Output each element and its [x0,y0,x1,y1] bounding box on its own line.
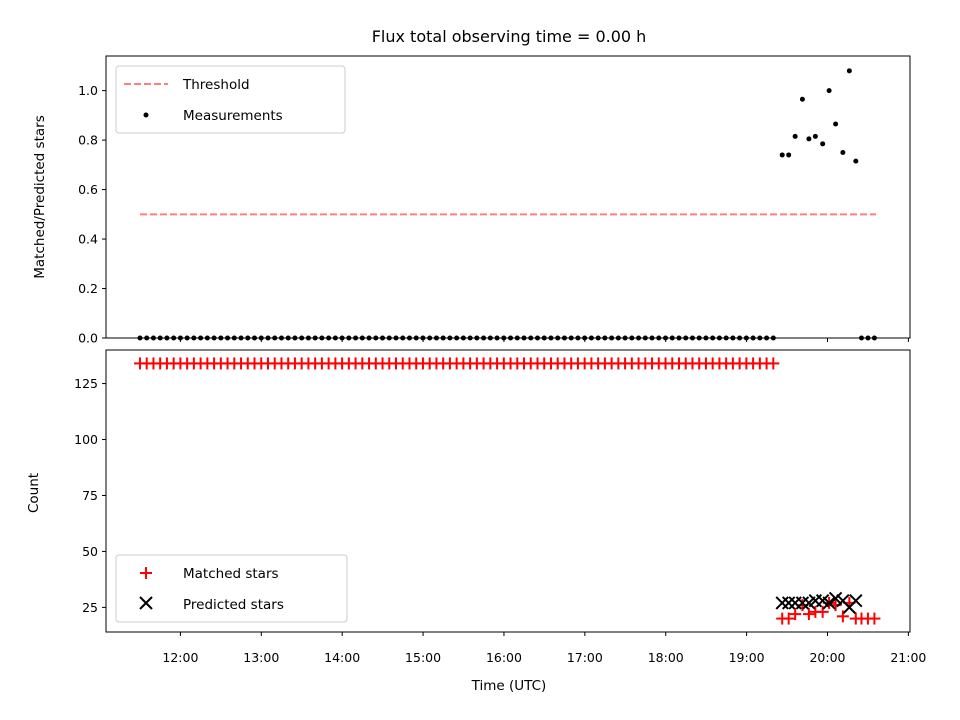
bottom-x-tick-label: 18:00 [648,650,684,665]
matched-star-marker [816,605,829,618]
matched-legend-swatch [140,567,152,579]
threshold-legend-label: Threshold [182,77,250,93]
measurements-legend-swatch [143,112,149,118]
bottom-x-tick-label: 15:00 [405,650,441,665]
bottom-x-tick-label: 17:00 [567,650,603,665]
bottom-x-tick-label: 13:00 [243,650,279,665]
measurements-legend-label: Measurements [183,108,283,124]
bottom-y-tick-label: 25 [82,600,98,615]
matched-star-marker [789,608,802,621]
measurement-point [799,96,805,102]
bottom-x-tick-label: 20:00 [809,650,845,665]
top-y-tick-label: 0.6 [78,182,98,197]
measurement-point [846,68,852,74]
top-y-tick-label: 0.4 [78,232,98,247]
bottom-plot-frame [105,349,911,633]
bottom-x-tick-label: 19:00 [729,650,765,665]
bottom-x-tick-label: 21:00 [890,650,926,665]
matched-star-marker [782,612,795,625]
predicted-star-marker [781,596,796,610]
top-y-tick-label: 1.0 [78,83,98,98]
predicted-star-marker [795,596,810,610]
predicted-star-marker [822,596,836,610]
matched-star-marker [802,608,815,621]
top-y-axis-label: Matched/Predicted stars [32,115,48,278]
bottom-y-tick-label: 50 [82,544,98,559]
measurement-point [840,149,846,155]
top-legend: Threshold Measurements [115,65,346,134]
x-axis-label: Time (UTC) [471,678,547,694]
predicted-legend-swatch [139,596,153,610]
matched-star-marker [767,357,780,370]
bottom-y-tick-label: 75 [82,488,98,503]
bottom-x-tick-label: 14:00 [324,650,360,665]
bottom-x-tick-label: 16:00 [486,650,522,665]
measurement-point [853,158,859,164]
predicted-legend-label: Predicted stars [183,597,284,613]
measurement-point [826,88,832,94]
bottom-y-tick-label: 100 [74,432,98,447]
predicted-star-marker [849,593,863,608]
top-y-tick-label: 0.8 [78,133,98,148]
measurement-point [820,141,826,147]
bottom-y-axis-label: Count [26,473,42,513]
measurement-point [833,121,839,127]
chart-title: Flux total observing time = 0.00 h [372,27,647,46]
bottom-y-tick-label: 125 [74,376,98,391]
top-y-tick-label: 0.0 [78,331,98,346]
top-y-tick-label: 0.2 [78,281,98,296]
matched-star-marker [836,610,849,623]
measurement-point [806,136,812,142]
bottom-plot-area: 25 50 75 100 125 12:00 13:00 14:00 15:00 16:00 17:… [74,357,926,665]
matched-star-marker [868,612,881,625]
matched-legend-label: Matched stars [183,566,279,582]
measurement-point [779,152,785,158]
predicted-star-marker [828,591,843,606]
bottom-x-tick-label: 12:00 [162,650,198,665]
measurement-point [812,133,818,139]
top-plot-frame [105,55,911,339]
predicted-star-marker [775,596,789,610]
measurement-point [792,133,798,139]
bottom-legend: Matched stars Predicted stars [115,554,348,623]
measurement-point [786,152,792,158]
